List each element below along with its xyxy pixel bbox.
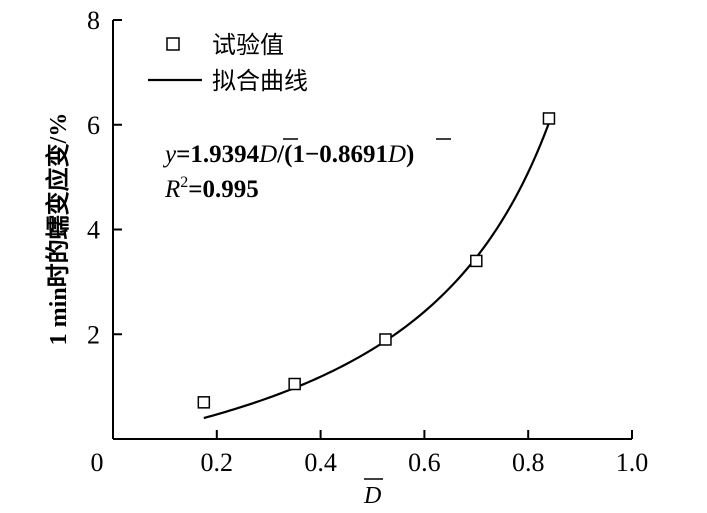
x-tick-label: 0.6	[408, 448, 441, 477]
data-point-marker	[288, 377, 301, 391]
legend-label-experimental: 试验值	[212, 31, 284, 59]
x-tick-label: 0.4	[304, 448, 337, 477]
y-tick-label: 8	[87, 6, 100, 35]
data-point-marker	[197, 396, 211, 409]
x-tick-label: 1.0	[616, 448, 649, 477]
fit-curve	[203, 122, 550, 420]
y-tick-label: 6	[87, 111, 100, 140]
x-axis-title: D	[363, 483, 381, 509]
x-tick-label: 0.8	[512, 448, 545, 477]
data-point-marker	[542, 112, 556, 125]
y-tick-label: 2	[87, 320, 100, 349]
x-tick-label: 0.2	[201, 448, 234, 477]
x-ticks: 0 0.2 0.4 0.6 0.8 1.0	[91, 430, 649, 477]
y-ticks: 2 4 6 8	[87, 6, 122, 349]
data-point-marker	[379, 333, 392, 346]
data-point-marker	[470, 254, 483, 268]
r-squared-text: R2=0.995	[164, 174, 259, 203]
equation-text: y=1.9394D/(1−0.8691D)	[162, 141, 414, 168]
y-axis-title: 1 min时的蠕变应变/%	[44, 113, 72, 346]
x-tick-label: 0	[91, 448, 104, 477]
legend: 试验值 拟合曲线	[148, 31, 308, 95]
x-axis-title-group: D	[363, 478, 383, 509]
data-markers	[197, 112, 556, 409]
legend-label-fit: 拟合曲线	[212, 67, 308, 95]
y-tick-label: 4	[87, 216, 100, 245]
legend-marker-symbol	[166, 37, 180, 51]
